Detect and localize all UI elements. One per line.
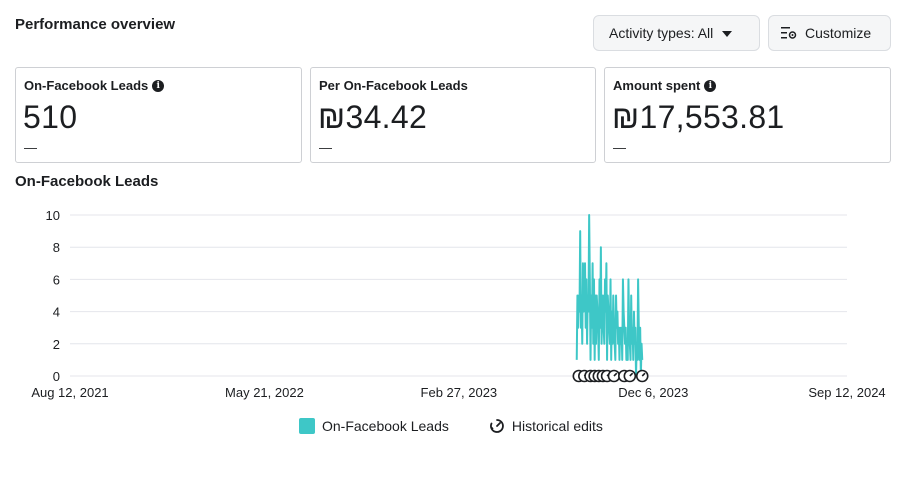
historical-edit-marker (623, 369, 637, 383)
metric-delta: — (24, 140, 37, 155)
legend-label-leads: On-Facebook Leads (322, 418, 449, 434)
x-tick-label: Dec 6, 2023 (618, 385, 688, 400)
x-tick-label: May 21, 2022 (225, 385, 304, 400)
y-tick-label: 6 (53, 272, 60, 287)
metric-delta: — (319, 140, 332, 155)
x-tick-label: Sep 12, 2024 (808, 385, 885, 400)
y-tick-label: 0 (53, 369, 60, 384)
customize-button[interactable]: Customize (768, 15, 891, 51)
x-tick-label: Aug 12, 2021 (31, 385, 108, 400)
legend-item-historical-edits[interactable]: Historical edits (489, 418, 603, 434)
legend-swatch (299, 418, 315, 434)
metric-delta: — (613, 140, 626, 155)
chart-legend: On-Facebook Leads Historical edits (299, 418, 603, 434)
y-tick-label: 10 (46, 208, 60, 223)
customize-label: Customize (805, 25, 872, 41)
metric-label: On-Facebook Leads i (24, 78, 165, 93)
activity-types-label: Activity types: All (609, 25, 714, 41)
metric-card-leads: On-Facebook Leads i 510 — (15, 67, 302, 163)
caret-down-icon (722, 30, 733, 37)
x-tick-label: Feb 27, 2023 (421, 385, 498, 400)
chart-section-title: On-Facebook Leads (15, 173, 159, 190)
info-icon[interactable]: i (704, 79, 717, 92)
metric-label: Amount spent i (613, 78, 717, 93)
leads-line-chart: 0 2 4 6 8 10 Aug 12, 2021 May 21, 2022 Feb 27, 2… (31, 208, 885, 400)
info-icon[interactable]: i (152, 79, 165, 92)
metric-label-text: Amount spent (613, 78, 701, 93)
metric-label: Per On-Facebook Leads (319, 78, 468, 93)
y-tick-label: 4 (53, 305, 60, 320)
metric-card-amount-spent: Amount spent i ₪17,553.81 — (604, 67, 891, 163)
y-tick-label: 2 (53, 337, 60, 352)
metric-value: 510 (23, 99, 78, 135)
metric-label-text: On-Facebook Leads (24, 78, 149, 93)
series-line-leads (575, 214, 644, 377)
legend-item-leads[interactable]: On-Facebook Leads (299, 418, 449, 434)
customize-settings-icon (781, 27, 797, 39)
historical-edit-marker (635, 369, 649, 383)
legend-label-edits: Historical edits (511, 418, 603, 434)
activity-types-dropdown[interactable]: Activity types: All (593, 15, 760, 51)
metric-card-cost-per-lead: Per On-Facebook Leads ₪34.42 — (310, 67, 596, 163)
historical-edits-icon (489, 419, 504, 433)
metric-label-text: Per On-Facebook Leads (319, 78, 468, 93)
page-title: Performance overview (15, 16, 176, 33)
historical-edit-marker (607, 369, 621, 383)
metric-value: ₪17,553.81 (612, 99, 785, 135)
metric-value: ₪34.42 (318, 99, 428, 135)
y-tick-label: 8 (53, 240, 60, 255)
